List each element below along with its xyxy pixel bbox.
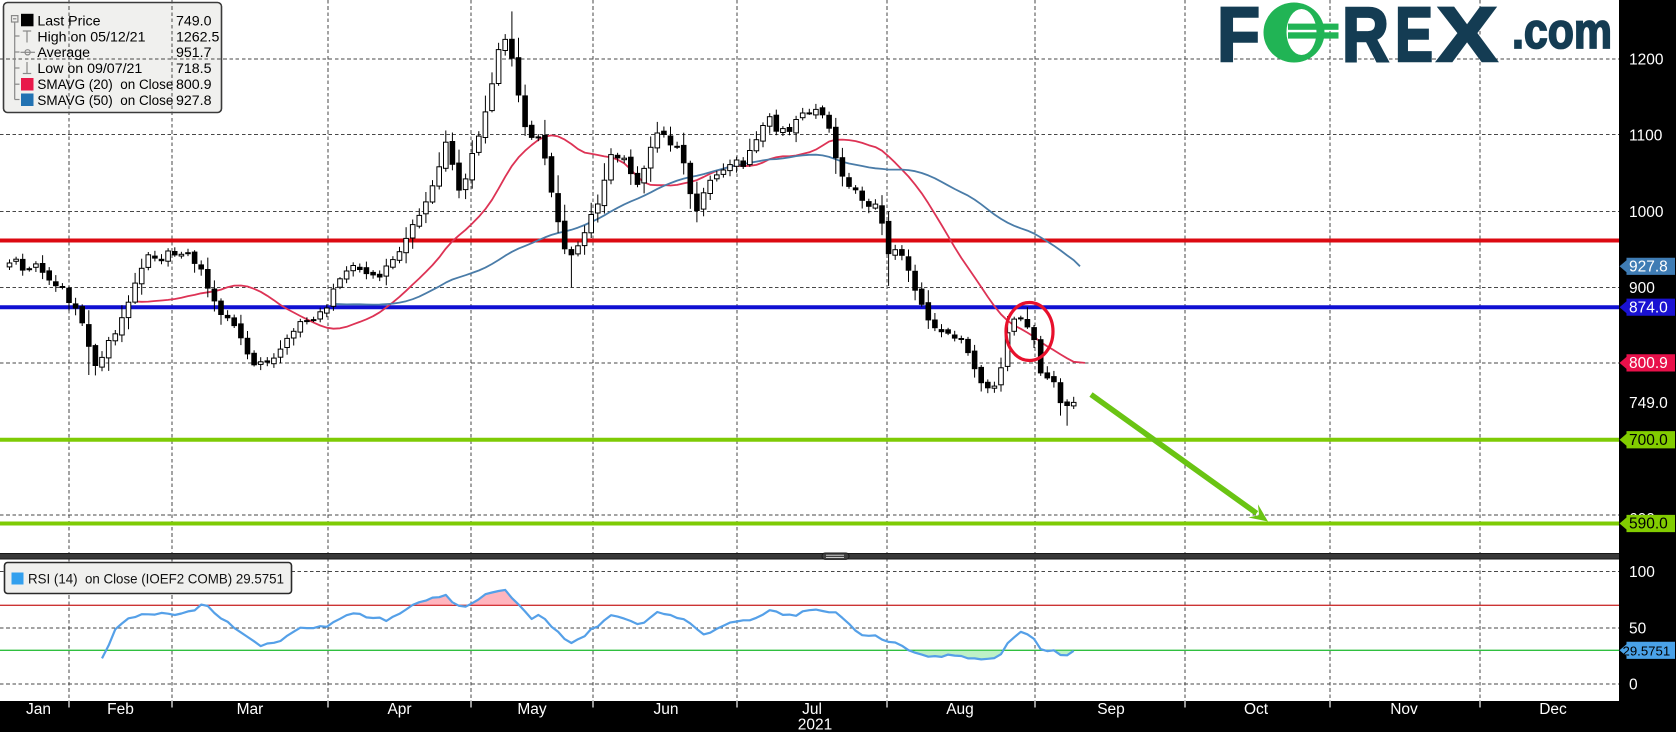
svg-text:Jan: Jan [26, 701, 51, 718]
svg-text:100: 100 [1629, 564, 1655, 581]
svg-text:874.0: 874.0 [1629, 299, 1668, 316]
svg-text:927.8: 927.8 [176, 93, 212, 109]
svg-text:749.0: 749.0 [1629, 395, 1668, 412]
svg-text:590.0: 590.0 [1629, 516, 1668, 533]
svg-text:1000: 1000 [1629, 204, 1664, 221]
svg-text:F: F [1217, 0, 1260, 78]
svg-text:SMAVG (20) on Close: SMAVG (20) on Close [37, 77, 173, 93]
svg-text:.com: .com [1512, 3, 1612, 59]
svg-text:Feb: Feb [107, 701, 134, 718]
svg-text:Low on 09/07/21: Low on 09/07/21 [37, 61, 142, 77]
svg-text:951.7: 951.7 [176, 45, 212, 61]
svg-text:Nov: Nov [1390, 701, 1418, 718]
svg-text:Dec: Dec [1539, 701, 1567, 718]
svg-text:RSI (14) on Close (IOEF2 COMB: RSI (14) on Close (IOEF2 COMB) 29.5751 [28, 571, 284, 587]
svg-text:Oct: Oct [1244, 701, 1269, 718]
svg-text:SMAVG (50) on Close: SMAVG (50) on Close [37, 93, 173, 109]
svg-text:927.8: 927.8 [1629, 259, 1668, 276]
svg-text:Sep: Sep [1097, 701, 1125, 718]
svg-text:High on 05/12/21: High on 05/12/21 [37, 29, 145, 45]
svg-text:50: 50 [1629, 620, 1647, 637]
svg-text:Aug: Aug [946, 701, 974, 718]
svg-text:1100: 1100 [1629, 128, 1663, 145]
svg-text:749.0: 749.0 [176, 14, 212, 30]
svg-text:E: E [1395, 0, 1433, 78]
svg-text:700.0: 700.0 [1629, 432, 1668, 449]
svg-text:X: X [1437, 0, 1497, 78]
svg-text:R: R [1342, 0, 1389, 78]
svg-text:718.5: 718.5 [176, 61, 212, 77]
svg-text:900: 900 [1629, 280, 1655, 297]
svg-text:29.5751: 29.5751 [1623, 644, 1671, 659]
svg-text:May: May [517, 701, 547, 718]
svg-text:800.9: 800.9 [176, 77, 212, 93]
svg-text:Jun: Jun [654, 701, 679, 718]
svg-text:Average: Average [37, 45, 90, 61]
svg-text:Mar: Mar [237, 701, 264, 718]
svg-text:Jul: Jul [802, 701, 822, 718]
svg-text:Last Price: Last Price [37, 14, 100, 30]
svg-text:2021: 2021 [798, 717, 832, 733]
svg-text:Apr: Apr [387, 701, 411, 718]
svg-text:800.9: 800.9 [1629, 355, 1668, 372]
svg-text:1200: 1200 [1629, 52, 1664, 69]
svg-text:0: 0 [1629, 677, 1638, 694]
svg-text:1262.5: 1262.5 [176, 29, 220, 45]
